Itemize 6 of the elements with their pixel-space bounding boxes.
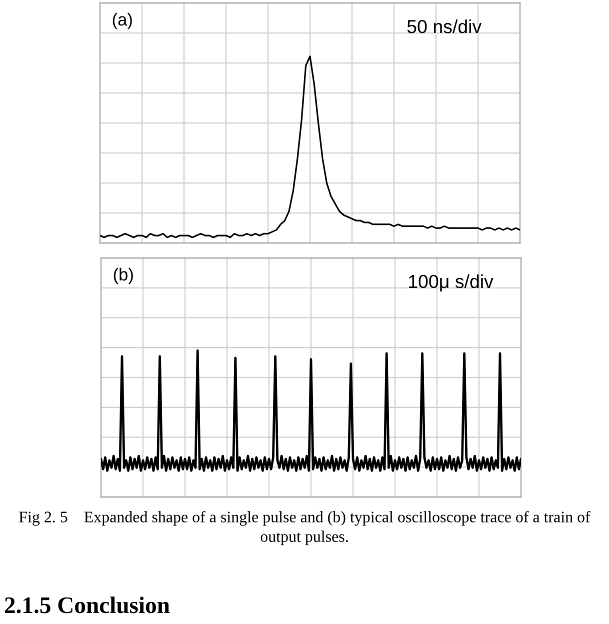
text: 100μ s/div <box>409 274 494 292</box>
text: 2.1.5 Conclusion <box>4 596 170 614</box>
text: 50 ns/div <box>407 19 482 34</box>
text: (a) <box>112 12 132 30</box>
text: (b) <box>114 268 133 284</box>
caption: Fig 2. 5 Expanded shape of a single pulse and (b) typical oscilloscope trace of a train of output pulses. <box>19 511 590 546</box>
